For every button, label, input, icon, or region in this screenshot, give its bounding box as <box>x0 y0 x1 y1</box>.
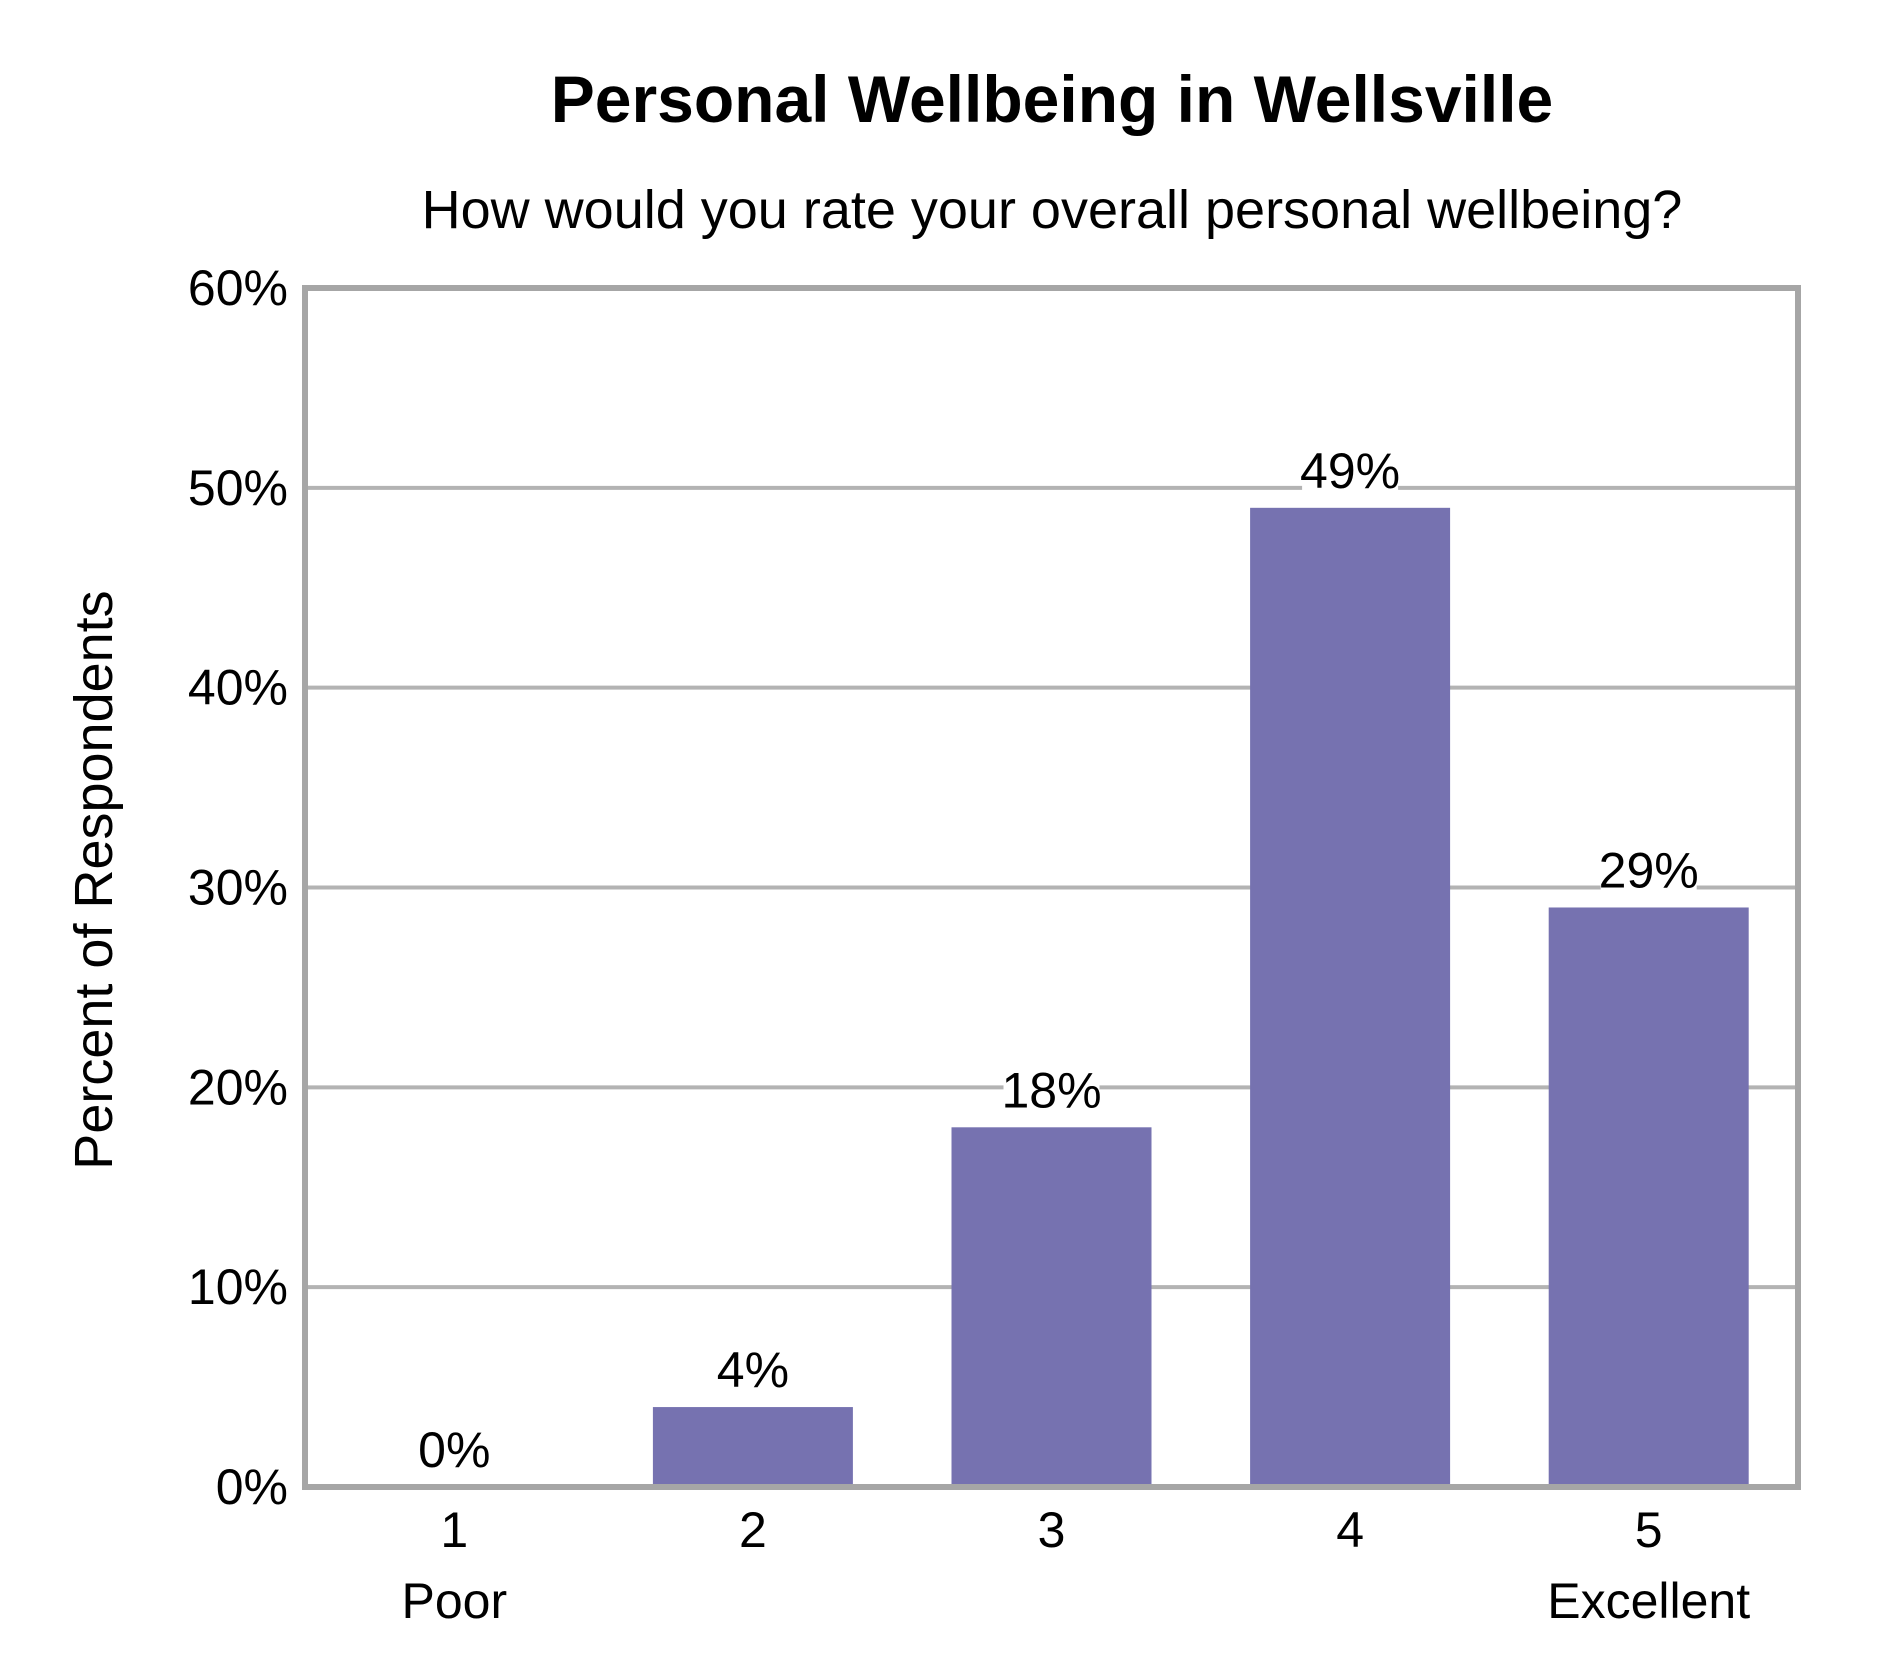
data-label-background <box>1003 1065 1100 1118</box>
data-label: 18% <box>1001 1062 1101 1118</box>
y-axis-label: Percent of Respondents <box>64 590 124 1169</box>
data-label-background <box>1600 845 1697 898</box>
data-label: 0% <box>418 1422 490 1478</box>
bar <box>1250 507 1451 1488</box>
x-tick-label: 3 <box>1038 1502 1066 1558</box>
y-tick-label: 30% <box>188 860 288 916</box>
chart-title: Personal Wellbeing in Wellsville <box>551 62 1554 136</box>
x-tick-label: 1 <box>440 1502 468 1558</box>
x-tick-label: 2 <box>739 1502 767 1558</box>
chart-subtitle: How would you rate your overall personal… <box>422 180 1683 240</box>
y-tick-label: 40% <box>188 660 288 716</box>
data-label: 29% <box>1599 842 1699 898</box>
data-label-background <box>420 1425 489 1477</box>
bars <box>652 507 1749 1488</box>
data-label: 4% <box>717 1342 789 1398</box>
bar <box>1548 907 1749 1487</box>
data-label-background <box>718 1345 787 1398</box>
data-label-background <box>1302 445 1399 498</box>
x-tick-label: 4 <box>1336 1502 1364 1558</box>
y-tick-label: 20% <box>188 1059 288 1115</box>
x-tick-sublabel: Poor <box>401 1573 507 1629</box>
bar <box>951 1127 1152 1487</box>
x-tick-sublabel: Excellent <box>1547 1573 1750 1629</box>
bar <box>652 1407 853 1487</box>
y-tick-label: 0% <box>216 1459 288 1515</box>
data-labels: 0% 4% 18% 49% 29% <box>418 443 1699 1478</box>
y-tick-label: 50% <box>188 460 288 516</box>
y-tick-label: 10% <box>188 1259 288 1315</box>
data-label: 49% <box>1300 443 1400 499</box>
y-tick-labels: 0% 10% 20% 30% 40% 50% 60% <box>188 260 288 1515</box>
x-tick-label: 5 <box>1635 1502 1663 1558</box>
x-tick-labels: 1 Poor 2 3 4 5 Excellent <box>401 1502 1750 1629</box>
plot-frame <box>302 285 1801 1490</box>
y-tick-label: 60% <box>188 260 288 316</box>
plot-border <box>302 285 1801 1490</box>
